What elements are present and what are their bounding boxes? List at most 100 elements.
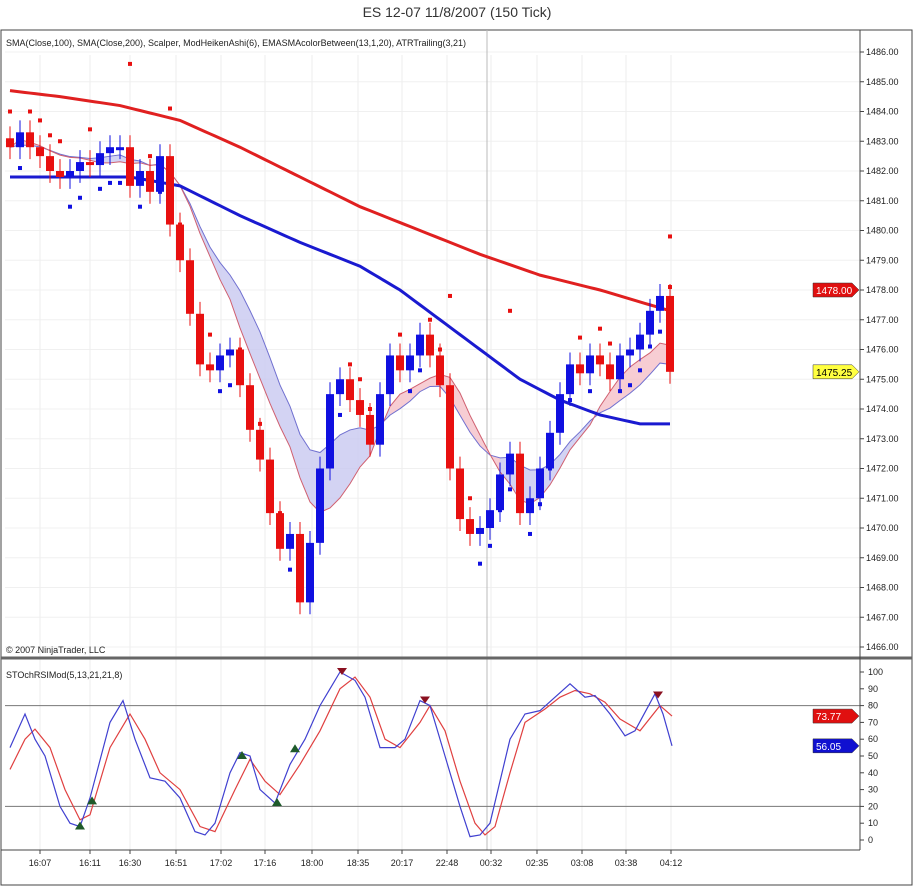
candle-up[interactable] <box>66 171 74 177</box>
candle-up[interactable] <box>416 334 424 356</box>
candle-up[interactable] <box>136 171 144 186</box>
price-tick-label: 1473.00 <box>866 434 899 444</box>
candle-down[interactable] <box>46 156 54 171</box>
candle-down[interactable] <box>196 313 204 365</box>
axes: 1466.00 1467.00 1468.00 1469.00 1470.00 1471.… <box>1 30 899 868</box>
candle-down[interactable] <box>436 355 444 386</box>
candle-up[interactable] <box>376 394 384 445</box>
candle-down[interactable] <box>346 379 354 401</box>
candle-up[interactable] <box>546 432 554 469</box>
candle-up[interactable] <box>526 498 534 514</box>
candle-up[interactable] <box>116 147 124 151</box>
stochastic-panel[interactable] <box>5 668 860 838</box>
price-tick-label: 1483.00 <box>866 136 899 146</box>
time-tick-label: 16:07 <box>29 858 52 868</box>
candle-up[interactable] <box>96 153 104 166</box>
candle-down[interactable] <box>86 162 94 166</box>
atr-trailing-dot <box>428 317 432 322</box>
candle-up[interactable] <box>616 355 624 380</box>
ema-sma-band <box>400 389 410 409</box>
candle-down[interactable] <box>276 513 284 549</box>
price-tick-label: 1476.00 <box>866 345 899 355</box>
atr-trailing-dot <box>648 344 652 349</box>
atr-trailing-dot <box>628 383 632 388</box>
atr-trailing-dot <box>498 508 502 513</box>
time-tick-label: 16:51 <box>165 858 188 868</box>
candle-up[interactable] <box>646 310 654 335</box>
candle-down[interactable] <box>26 132 34 148</box>
candle-down[interactable] <box>446 385 454 469</box>
candle-up[interactable] <box>76 162 84 171</box>
candle-up[interactable] <box>106 147 114 154</box>
candle-down[interactable] <box>606 364 614 380</box>
candle-up[interactable] <box>16 132 24 148</box>
candle-down[interactable] <box>126 147 134 186</box>
candle-up[interactable] <box>406 355 414 371</box>
candle-up[interactable] <box>556 394 564 433</box>
price-tag-high-bg <box>812 282 860 298</box>
time-tick-label: 18:00 <box>301 858 324 868</box>
candle-up[interactable] <box>336 379 344 395</box>
stoch-tick-label: 60 <box>868 734 878 744</box>
candle-up[interactable] <box>506 453 514 475</box>
atr-trailing-dot <box>378 427 382 432</box>
candle-down[interactable] <box>366 414 374 445</box>
candle-up[interactable] <box>626 349 634 356</box>
atr-trailing-dot <box>478 561 482 566</box>
atr-trailing-dot <box>398 332 402 337</box>
stoch-tag-k-bg <box>812 738 860 754</box>
time-tick-label: 16:30 <box>119 858 142 868</box>
candle-up[interactable] <box>286 533 294 549</box>
price-tick-label: 1472.00 <box>866 464 899 474</box>
time-tick-label: 03:38 <box>615 858 638 868</box>
candle-down[interactable] <box>596 355 604 365</box>
candle-down[interactable] <box>146 171 154 192</box>
candle-down[interactable] <box>56 171 64 177</box>
sell-marker-icon <box>653 691 663 699</box>
candle-down[interactable] <box>256 429 264 460</box>
candle-up[interactable] <box>306 542 314 603</box>
candle-down[interactable] <box>356 400 364 415</box>
atr-trailing-dot <box>488 543 492 548</box>
candle-down[interactable] <box>36 147 44 157</box>
candle-down[interactable] <box>426 334 434 356</box>
candle-up[interactable] <box>476 528 484 534</box>
atr-trailing-dot <box>288 567 292 572</box>
candle-down[interactable] <box>186 260 194 314</box>
candle-down[interactable] <box>516 453 524 514</box>
candle-down[interactable] <box>456 468 464 520</box>
candle-down[interactable] <box>466 519 474 534</box>
atr-trailing-dot <box>558 427 562 432</box>
stoch-tag-d-bg <box>812 708 860 724</box>
candle-up[interactable] <box>656 295 664 311</box>
atr-trailing-dot <box>518 475 522 480</box>
candle-down[interactable] <box>176 224 184 261</box>
price-panel[interactable] <box>6 61 674 615</box>
candle-down[interactable] <box>576 364 584 374</box>
candle-up[interactable] <box>216 355 224 371</box>
candle-down[interactable] <box>666 295 674 372</box>
scalper-dot <box>128 61 132 66</box>
ema-sma-band <box>230 274 240 328</box>
candle-up[interactable] <box>566 364 574 395</box>
scalper-dot <box>448 293 452 298</box>
candle-up[interactable] <box>226 349 234 356</box>
candle-up[interactable] <box>486 510 494 528</box>
candle-up[interactable] <box>536 468 544 499</box>
candle-down[interactable] <box>396 355 404 371</box>
candle-down[interactable] <box>246 385 254 430</box>
buy-marker-icon <box>87 796 97 805</box>
candle-down[interactable] <box>236 349 244 386</box>
candle-up[interactable] <box>156 156 164 192</box>
price-tick-label: 1468.00 <box>866 583 899 593</box>
candle-down[interactable] <box>6 138 14 148</box>
candle-up[interactable] <box>386 355 394 395</box>
candle-down[interactable] <box>206 364 214 371</box>
ema-sma-band <box>300 434 310 502</box>
candle-down[interactable] <box>266 459 274 514</box>
candle-up[interactable] <box>636 334 644 350</box>
candle-up[interactable] <box>586 355 594 374</box>
ema-sma-band <box>630 359 640 394</box>
candle-up[interactable] <box>496 474 504 511</box>
